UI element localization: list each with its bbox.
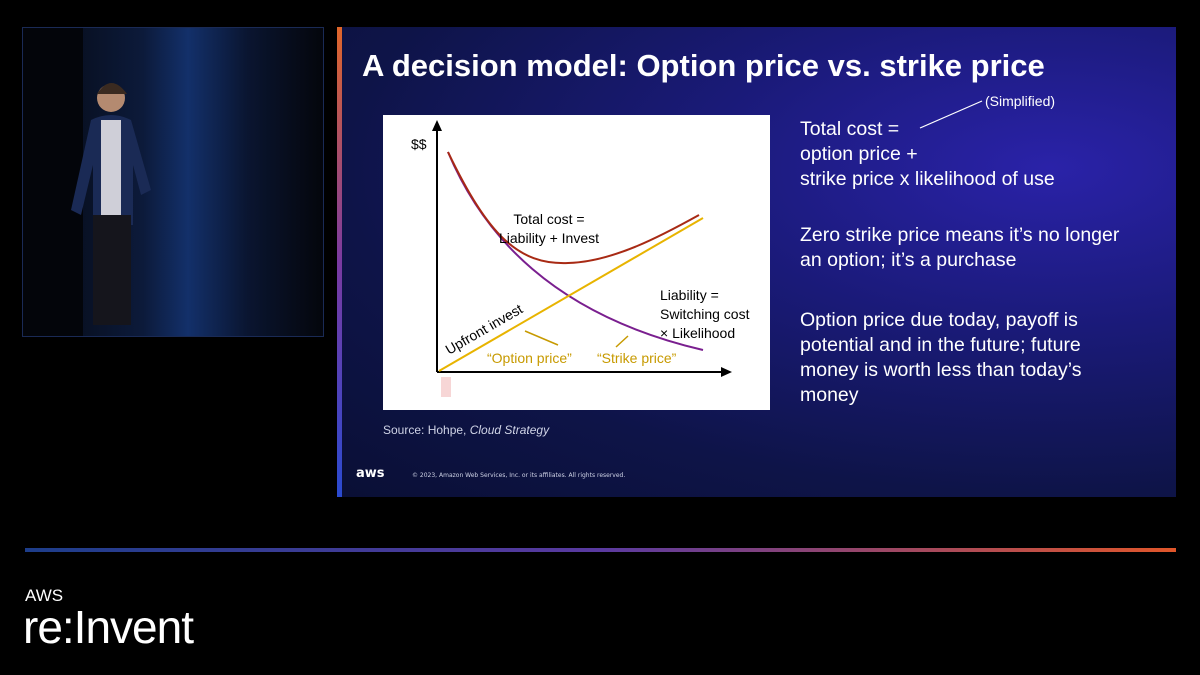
text-line: × Likelihood — [660, 325, 735, 341]
text-line: an option; it’s a purchase — [800, 249, 1017, 271]
label: Total cost = Liability + Invest — [499, 211, 599, 246]
text-line: money is worth less than today’s — [800, 359, 1082, 381]
text-line: Option price due today, payoff is — [800, 309, 1078, 331]
divider — [25, 548, 1176, 552]
brand: AWS — [25, 586, 64, 605]
text-line: Liability + Invest — [499, 230, 599, 246]
accent-bar — [337, 27, 342, 497]
text-line: Total cost = — [800, 118, 900, 140]
logo: aws — [356, 466, 385, 481]
text-line: Zero strike price means it’s no longer — [800, 224, 1120, 246]
event-name: re:Invent — [23, 601, 194, 653]
text-line: money — [800, 384, 859, 406]
diagram: $$ Total cost = Liability + Invest Upfron… — [383, 115, 770, 410]
source-book: Cloud Strategy — [469, 423, 550, 437]
bullet: Zero strike price means it’s no longer an… — [800, 223, 1119, 273]
label: “Option price” — [487, 350, 572, 366]
text-line: Liability = — [660, 287, 719, 303]
text-line: strike price x likelihood of use — [800, 168, 1055, 190]
axis-label: $$ — [411, 136, 427, 152]
note: (Simplified) — [985, 93, 1056, 109]
speaker-video — [22, 27, 324, 337]
text-line: option price + — [800, 143, 918, 165]
bullet: Total cost = option price + strike price x… — [800, 117, 1055, 192]
source: Source: Hohpe, Cloud Strategy — [383, 423, 549, 437]
text-line: Switching cost — [660, 306, 750, 322]
label: Liability = Switching cost × Likelihood — [660, 287, 750, 341]
source-text: Source: Hohpe, — [383, 423, 470, 437]
label: “Strike price” — [597, 350, 677, 366]
text-line: Total cost = — [513, 211, 584, 227]
bullet: Option price due today, payoff is potenti… — [800, 308, 1081, 408]
slide-title: A decision model: Option price vs. strik… — [362, 48, 1045, 83]
copyright: © 2023, Amazon Web Services, Inc. or its… — [412, 472, 626, 479]
text-line: potential and in the future; future — [800, 334, 1081, 356]
speaker — [23, 28, 151, 336]
